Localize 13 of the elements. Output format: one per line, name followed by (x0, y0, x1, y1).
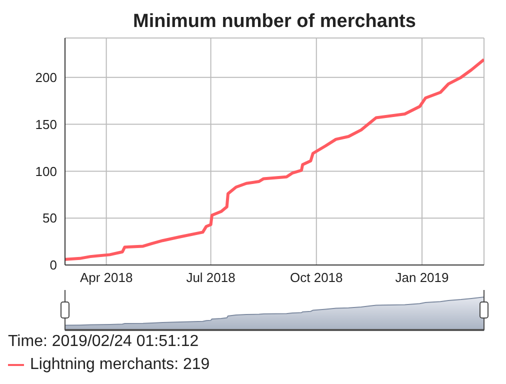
line-series (65, 58, 484, 261)
legend-label: Lightning merchants: 219 (30, 356, 210, 374)
y-tick-label: 200 (35, 70, 57, 86)
x-tick-label: Jul 2018 (186, 270, 236, 286)
x-tick-label: Oct 2018 (290, 270, 343, 286)
y-tick-label: 100 (35, 164, 57, 179)
x-tick-label: Jan 2019 (395, 270, 449, 286)
y-tick-label: 150 (35, 116, 57, 132)
y-tick-label: 50 (42, 210, 57, 226)
text: Time: 2019/02/24 01:51:12 (8, 333, 199, 351)
y-tick-label: 0 (50, 258, 57, 273)
chart-title: Minimum number of merchants (132, 11, 417, 33)
x-tick-label: Apr 2018 (80, 270, 133, 286)
